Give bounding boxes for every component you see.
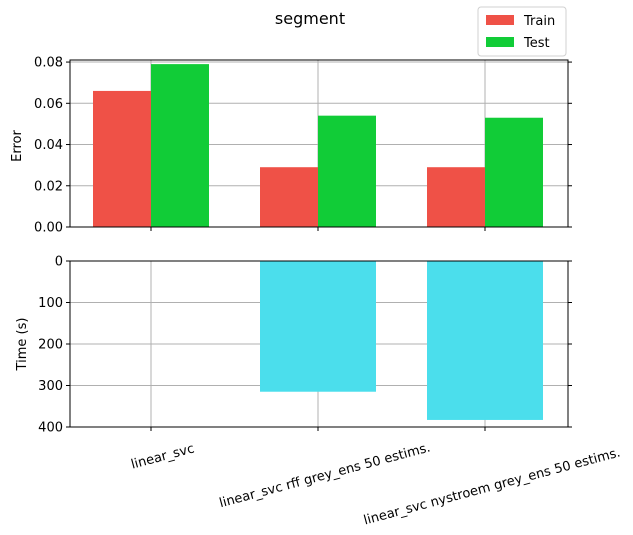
time-bar-linear-svc-nystroem-grey-ens-50-estims (427, 261, 543, 420)
y-tick-label: 0 (55, 255, 63, 270)
time-axis-label: Time (s) (15, 318, 30, 372)
test-bar-linear-svc (151, 64, 209, 227)
chart-title: segment (275, 9, 345, 28)
test-bar-linear-svc-rff-grey-ens-50-estims (318, 115, 376, 227)
axes-frame (69, 59, 569, 228)
x-tick-label-linear-svc: linear_svc (129, 441, 196, 472)
y-tick-label: 300 (38, 379, 63, 394)
error-panel: 0.00 0.02 0.04 0.06 0.08 (34, 56, 572, 236)
y-tick-label: 0.04 (34, 138, 63, 153)
x-tick-labels: linear_svc linear_svc rff grey_ens 50 est… (129, 440, 622, 528)
x-tick-label-linear-svc-rff-grey-ens-50-estims: linear_svc rff grey_ens 50 estims. (218, 440, 432, 511)
train-bar-linear-svc-rff-grey-ens-50-estims (260, 167, 318, 227)
legend-label-test: Test (523, 36, 550, 51)
y-tick-label: 100 (38, 296, 63, 311)
legend-swatch-test (486, 37, 514, 47)
time-panel: 0 100 200 300 400 (38, 255, 572, 436)
y-tick-label: 0.08 (34, 56, 63, 71)
error-axis-label: Error (10, 130, 25, 162)
y-tick-label: 0.00 (34, 221, 63, 236)
y-tick-label: 400 (38, 421, 63, 436)
legend-swatch-train (486, 15, 514, 25)
time-bar-linear-svc-rff-grey-ens-50-estims (260, 261, 376, 392)
legend: Train Test (477, 6, 567, 57)
test-bar-linear-svc-nystroem-grey-ens-50-estims (485, 117, 543, 227)
train-bar-linear-svc-nystroem-grey-ens-50-estims (427, 167, 485, 227)
y-tick-label: 0.02 (34, 179, 63, 194)
train-bar-linear-svc (93, 90, 151, 227)
y-tick-label: 0.06 (34, 97, 63, 112)
legend-label-train: Train (523, 14, 555, 29)
y-tick-label: 200 (38, 338, 63, 353)
